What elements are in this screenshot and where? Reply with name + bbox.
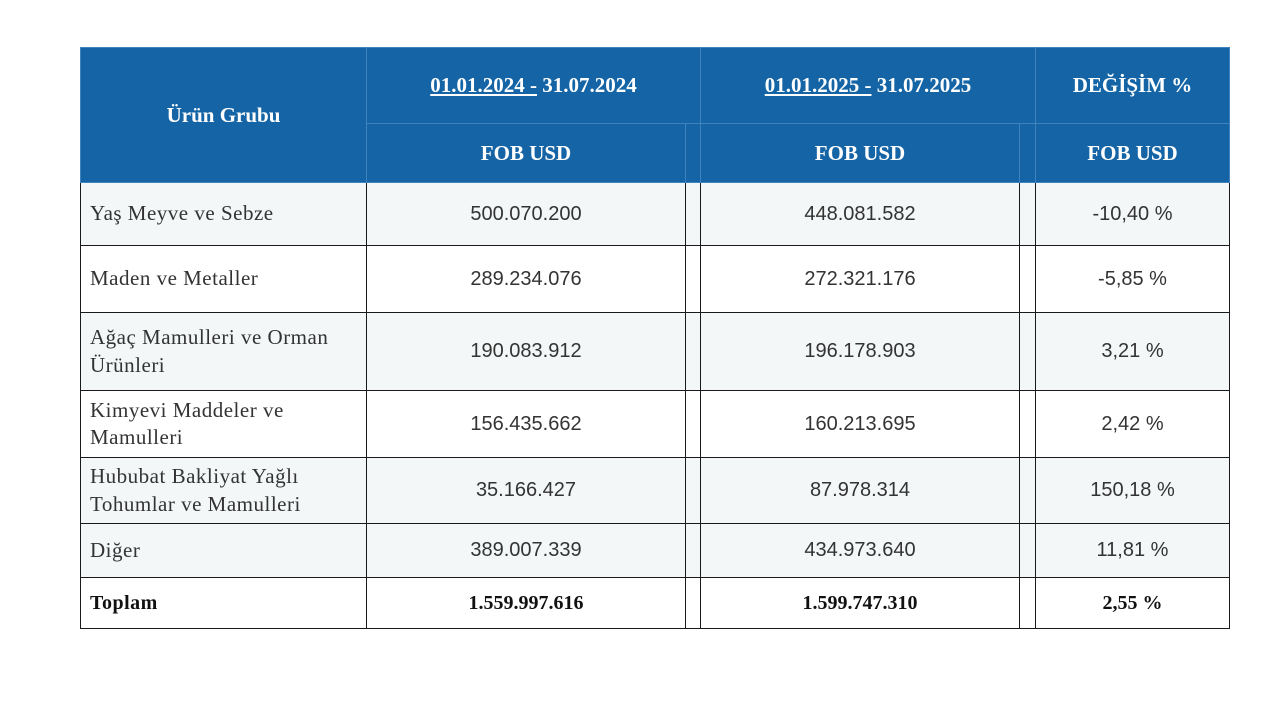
value-cell: 1.559.997.616: [366, 577, 686, 629]
period-start: 01.01.2025 -: [764, 73, 872, 97]
value-cell: 289.234.076: [366, 245, 686, 313]
unit-cell: FOB USD: [366, 123, 686, 183]
change-cell: -10,40 %: [1035, 182, 1230, 246]
product-cell: Ağaç Mamulleri ve Orman Ürünleri: [80, 312, 367, 391]
table-body: Yaş Meyve ve Sebze 500.070.200 448.081.582…: [80, 182, 1230, 629]
period-end: 31.07.2025: [876, 73, 972, 97]
gap-cell: [1019, 182, 1036, 246]
change-cell: 3,21 %: [1035, 312, 1230, 391]
table-row: Ağaç Mamulleri ve Orman Ürünleri 190.083.…: [80, 312, 1230, 391]
change-cell: 11,81 %: [1035, 523, 1230, 578]
unit-cell: FOB USD: [700, 123, 1020, 183]
value-cell: 87.978.314: [700, 457, 1020, 524]
value-cell: 389.007.339: [366, 523, 686, 578]
header-cell: Ürün Grubu: [80, 47, 367, 183]
change-cell: 150,18 %: [1035, 457, 1230, 524]
gap-cell: [685, 457, 701, 524]
table-row: Diğer 389.007.339 434.973.640 11,81 %: [80, 523, 1230, 578]
gap-cell: [1019, 523, 1036, 578]
change-cell: -5,85 %: [1035, 245, 1230, 313]
value-cell: 196.178.903: [700, 312, 1020, 391]
value-cell: 160.213.695: [700, 390, 1020, 458]
change-cell: 2,42 %: [1035, 390, 1230, 458]
header-cell: 01.01.2024 - 31.07.2024: [366, 47, 701, 124]
gap-cell: [1019, 245, 1036, 313]
gap-cell: [685, 390, 701, 458]
table-row: Hububat Bakliyat Yağlı Tohumlar ve Mamul…: [80, 457, 1230, 524]
table-row: Maden ve Metaller 289.234.076 272.321.176-…: [80, 245, 1230, 313]
gap-cell: [1019, 123, 1036, 183]
value-cell: 1.599.747.310: [700, 577, 1020, 629]
gap-cell: [685, 523, 701, 578]
value-cell: 434.973.640: [700, 523, 1020, 578]
gap-cell: [1019, 457, 1036, 524]
value-cell: 190.083.912: [366, 312, 686, 391]
gap-cell: [685, 577, 701, 629]
value-cell: 156.435.662: [366, 390, 686, 458]
gap-cell: [1019, 390, 1036, 458]
product-cell: Maden ve Metaller: [80, 245, 367, 313]
gap-cell: [685, 182, 701, 246]
unit-cell: FOB USD: [1035, 123, 1230, 183]
table-row: Kimyevi Maddeler ve Mamulleri 156.435.662…: [80, 390, 1230, 458]
product-cell: Yaş Meyve ve Sebze: [80, 182, 367, 246]
product-cell: Hububat Bakliyat Yağlı Tohumlar ve Mamul…: [80, 457, 367, 524]
value-cell: 448.081.582: [700, 182, 1020, 246]
value-cell: 272.321.176: [700, 245, 1020, 313]
gap-cell: [685, 245, 701, 313]
product-cell: Kimyevi Maddeler ve Mamulleri: [80, 390, 367, 458]
gap-cell: [1019, 312, 1036, 391]
header-cell: DEĞİŞİM %: [1035, 47, 1230, 124]
gap-cell: [685, 312, 701, 391]
value-cell: 500.070.200: [366, 182, 686, 246]
value-cell: 35.166.427: [366, 457, 686, 524]
gap-cell: [1019, 577, 1036, 629]
product-cell: Toplam: [80, 577, 367, 629]
product-cell: Diğer: [80, 523, 367, 578]
gap-cell: [685, 123, 701, 183]
table-row: Toplam 1.559.997.616 1.599.747.310 2,55 %: [80, 577, 1230, 629]
table-row: Yaş Meyve ve Sebze 500.070.200 448.081.582…: [80, 182, 1230, 246]
period-end: 31.07.2024: [542, 73, 637, 97]
header-cell: 01.01.2025 - 31.07.2025: [700, 47, 1036, 124]
change-cell: 2,55 %: [1035, 577, 1230, 629]
export-table: Ürün Grubu 01.01.2024 - 31.07.2024 01.01…: [80, 47, 1230, 629]
period-start: 01.01.2024 -: [430, 73, 537, 97]
